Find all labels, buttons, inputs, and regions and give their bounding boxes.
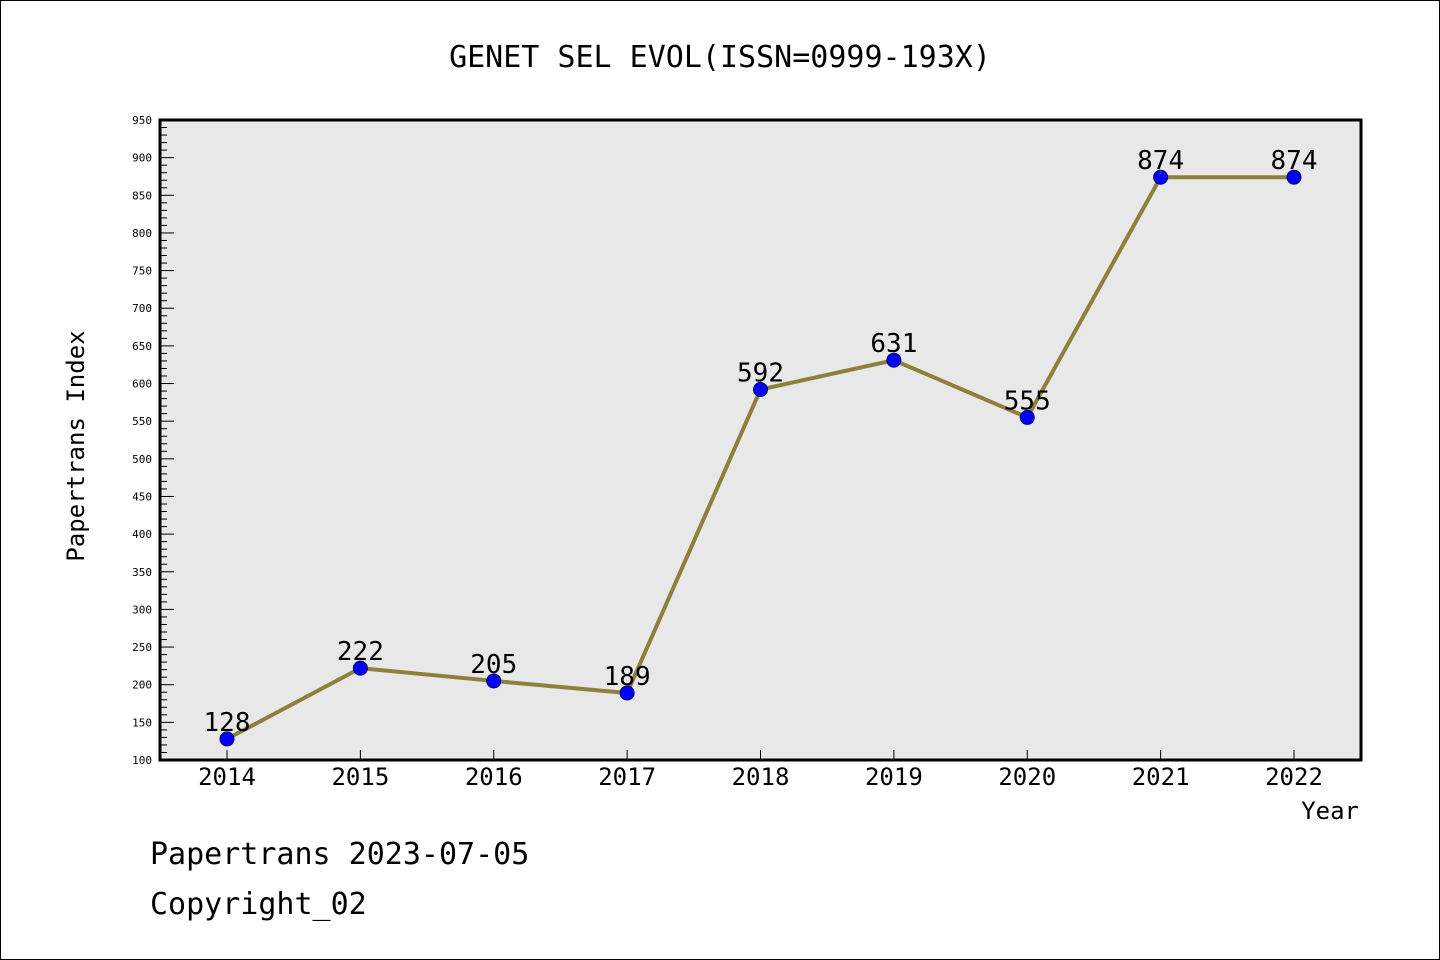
y-major-ticks [160,119,174,761]
x-tick-label: 2019 [865,763,923,791]
data-point-marker [753,382,768,398]
data-label: 631 [870,329,917,359]
plot-area [160,120,1361,760]
data-label: 555 [1004,386,1051,416]
y-tick-label: 950 [132,114,152,127]
data-label: 222 [337,637,384,667]
x-tick-label: 2014 [198,763,256,791]
y-tick-label: 850 [132,189,152,202]
y-tick-label: 250 [132,641,152,654]
data-labels: 128 222 205 189 592 631 555 874 874 [204,146,1318,738]
data-markers [219,169,1302,747]
data-point-marker [1286,169,1302,185]
data-label: 592 [737,359,784,389]
data-point-marker [1019,409,1035,425]
x-tick-marks [226,750,1295,760]
y-tick-label: 200 [132,679,152,692]
y-tick-label: 700 [132,302,152,315]
plot-border [158,118,1363,762]
chart-title: GENET SEL EVOL(ISSN=0999-193X) [449,40,991,75]
y-tick-label: 100 [132,754,152,767]
x-tick-label: 2018 [732,763,790,791]
x-axis-label: Year [1301,797,1359,825]
footer-copyright: Copyright_02 [150,887,367,922]
data-point-marker [619,685,635,701]
y-tick-label: 600 [132,378,152,391]
y-tick-labels: 100 150 200 250 300 350 400 450 500 550 600 650 700 7… [132,114,152,767]
y-tick-label: 350 [132,566,152,579]
data-point-marker [1153,169,1169,185]
y-tick-label: 400 [132,528,152,541]
data-point-marker [352,660,368,676]
data-point-marker [486,673,502,689]
x-tick-label: 2017 [598,763,656,791]
x-tick-label: 2021 [1132,763,1190,791]
y-tick-label: 450 [132,490,152,503]
x-tick-label: 2015 [331,763,389,791]
y-tick-label: 300 [132,603,152,616]
x-tick-label: 2022 [1265,763,1323,791]
y-tick-label: 750 [132,265,152,278]
data-label: 205 [470,650,517,680]
x-tick-labels: 2014 2015 2016 2017 2018 2019 2020 2021 2022 [198,763,1323,791]
y-tick-label: 650 [132,340,152,353]
y-tick-label: 500 [132,453,152,466]
data-label: 189 [604,662,651,692]
y-tick-label: 550 [132,415,152,428]
x-tick-label: 2016 [465,763,523,791]
y-tick-label: 150 [132,716,152,729]
data-point-marker [886,352,902,368]
data-label: 874 [1137,146,1184,176]
footer-date: Papertrans 2023-07-05 [150,837,529,872]
y-tick-label: 800 [132,227,152,240]
data-point-marker [219,731,235,747]
y-axis-label: Papertrans Index [62,330,90,561]
data-label: 874 [1271,146,1318,176]
y-tick-label: 900 [132,152,152,165]
data-label: 128 [204,708,251,738]
x-tick-label: 2020 [998,763,1056,791]
